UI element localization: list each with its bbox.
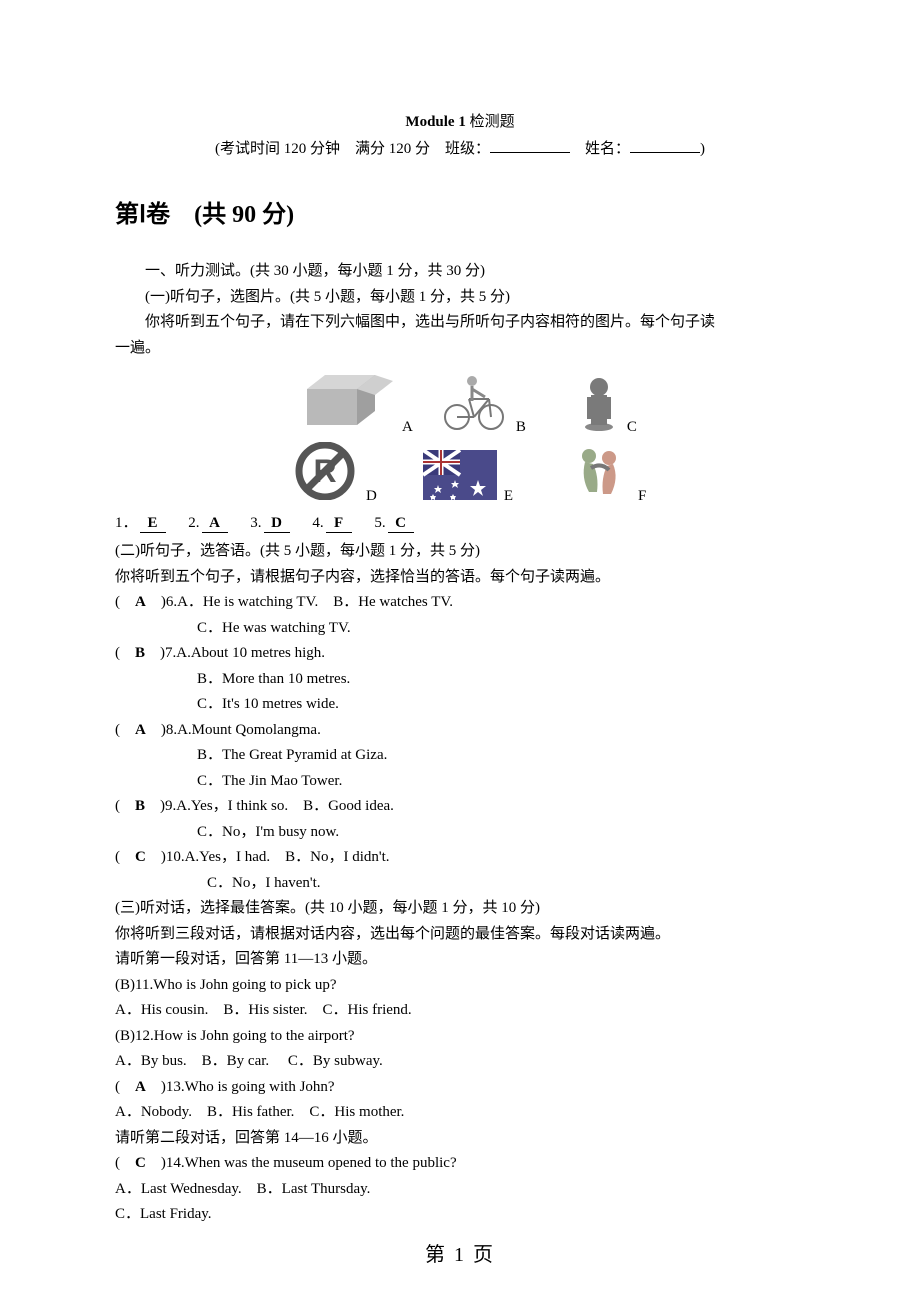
image-label-c: C: [627, 419, 637, 436]
q7-line: ( B )7.A.About 10 metres high.: [115, 641, 805, 667]
q10-line: ( C )10.A.Yes，I had. B．No，I didn't.: [115, 845, 805, 871]
ans4: F: [326, 515, 352, 533]
q9-prefix: (: [115, 798, 135, 814]
image-row-1: A B: [115, 367, 805, 436]
q14-suffix: )14.When was the museum opened to the pu…: [146, 1155, 457, 1171]
q8-optb: B．The Great Pyramid at Giza.: [115, 743, 805, 769]
image-item-b: B: [439, 367, 526, 436]
q10-ans: C: [135, 849, 146, 865]
q11-line: (B)11.Who is John going to pick up?: [115, 973, 805, 999]
q7-optb: B．More than 10 metres.: [115, 667, 805, 693]
intro-p3b: 一遍。: [115, 336, 805, 362]
image-item-c: C: [578, 367, 637, 436]
q6-suffix: )6.A．He is watching TV. B．He watches TV.: [146, 594, 453, 610]
q7-ans: B: [135, 645, 145, 661]
section3-heading: (三)听对话，选择最佳答案。(共 10 小题，每小题 1 分，共 10 分): [115, 896, 805, 922]
name-blank: [630, 137, 700, 153]
q8-prefix: (: [115, 722, 135, 738]
q9-suffix: )9.A.Yes，I think so. B．Good idea.: [145, 798, 394, 814]
exam-info: (考试时间 120 分钟 满分 120 分 班级： 姓名：): [115, 137, 805, 158]
wrestle-icon: [567, 442, 631, 505]
q7-suffix: )7.A.About 10 metres high.: [145, 645, 325, 661]
q6-optc: C．He was watching TV.: [115, 616, 805, 642]
image-row-2: R D: [115, 442, 805, 505]
closing-paren: ): [700, 141, 705, 157]
ans3-num: 3.: [250, 515, 261, 531]
q6-prefix: (: [115, 594, 135, 610]
section3-desc: 你将听到三段对话，请根据对话内容，选出每个问题的最佳答案。每段对话读两遍。: [115, 922, 805, 948]
ans4-num: 4.: [312, 515, 323, 531]
q8-optc: C．The Jin Mao Tower.: [115, 769, 805, 795]
ans5-num: 5.: [374, 515, 385, 531]
q7-prefix: (: [115, 645, 135, 661]
exam-info-prefix: (考试时间 120 分钟 满分 120 分 班级：: [215, 141, 490, 157]
q14-optc: C．Last Friday.: [115, 1202, 805, 1228]
ans2-num: 2.: [188, 515, 199, 531]
class-blank: [490, 137, 570, 153]
ans2: A: [202, 515, 228, 533]
ans5: C: [388, 515, 414, 533]
q13-opts: A．Nobody. B．His father. C．His mother.: [115, 1100, 805, 1126]
q14-optsab: A．Last Wednesday. B．Last Thursday.: [115, 1177, 805, 1203]
q8-ans: A: [135, 722, 146, 738]
doc-title: Module 1 检测题: [115, 110, 805, 131]
section2-heading: (二)听句子，选答语。(共 5 小题，每小题 1 分，共 5 分): [115, 539, 805, 565]
answers-1-5: 1．E 2.A 3.D 4.F 5.C: [115, 511, 805, 533]
image-item-d: R D: [295, 442, 377, 505]
image-label-f: F: [638, 488, 646, 505]
intro-p1: 一、听力测试。(共 30 小题，每小题 1 分，共 30 分): [115, 259, 805, 285]
ans3: D: [264, 515, 290, 533]
no-parking-icon: R: [295, 442, 359, 505]
intro-p3a: 你将听到五个句子，请在下列六幅图中，选出与所听句子内容相符的图片。每个句子读: [115, 310, 805, 336]
q13-prefix: (: [115, 1079, 135, 1095]
q12-line: (B)12.How is John going to the airport?: [115, 1024, 805, 1050]
page-footer: 第 1 页: [115, 1238, 805, 1267]
q13-line: ( A )13.Who is going with John?: [115, 1075, 805, 1101]
statue-icon: [578, 367, 620, 436]
image-label-a: A: [402, 419, 413, 436]
q9-ans: B: [135, 798, 145, 814]
q10-optc: C．No，I haven't.: [115, 871, 805, 897]
section-1-heading: 第Ⅰ卷 (共 90 分): [115, 194, 805, 229]
title-rest: 检测题: [470, 114, 515, 130]
flag-icon: [423, 450, 497, 505]
q14-ans: C: [135, 1155, 146, 1171]
name-label: 姓名：: [570, 141, 630, 157]
q11-opts: A．His cousin. B．His sister. C．His friend…: [115, 998, 805, 1024]
image-item-a: A: [295, 367, 413, 436]
q9-line: ( B )9.A.Yes，I think so. B．Good idea.: [115, 794, 805, 820]
q8-suffix: )8.A.Mount Qomolangma.: [146, 722, 321, 738]
title-bold: Module 1: [405, 114, 469, 130]
image-item-f: F: [567, 442, 646, 505]
intro-p2: (一)听句子，选图片。(共 5 小题，每小题 1 分，共 5 分): [115, 285, 805, 311]
dialog2-intro: 请听第二段对话，回答第 14—16 小题。: [115, 1126, 805, 1152]
image-item-e: E: [423, 450, 513, 505]
q9-optc: C．No，I'm busy now.: [115, 820, 805, 846]
ans1-num: 1．: [115, 515, 138, 531]
q6-ans: A: [135, 594, 146, 610]
q13-suffix: )13.Who is going with John?: [146, 1079, 335, 1095]
bike-icon: [439, 367, 509, 436]
q7-optc: C．It's 10 metres wide.: [115, 692, 805, 718]
q14-line: ( C )14.When was the museum opened to th…: [115, 1151, 805, 1177]
q12-opts: A．By bus. B．By car. C．By subway.: [115, 1049, 805, 1075]
image-label-e: E: [504, 488, 513, 505]
q10-prefix: (: [115, 849, 135, 865]
image-label-b: B: [516, 419, 526, 436]
ans1: E: [140, 515, 166, 533]
section2-desc: 你将听到五个句子，请根据句子内容，选择恰当的答语。每个句子读两遍。: [115, 565, 805, 591]
q8-line: ( A )8.A.Mount Qomolangma.: [115, 718, 805, 744]
q6-line: ( A )6.A．He is watching TV. B．He watches…: [115, 590, 805, 616]
q10-suffix: )10.A.Yes，I had. B．No，I didn't.: [146, 849, 390, 865]
dialog1-intro: 请听第一段对话，回答第 11—13 小题。: [115, 947, 805, 973]
q13-ans: A: [135, 1079, 146, 1095]
image-label-d: D: [366, 488, 377, 505]
q14-prefix: (: [115, 1155, 135, 1171]
box-icon: [295, 367, 395, 436]
